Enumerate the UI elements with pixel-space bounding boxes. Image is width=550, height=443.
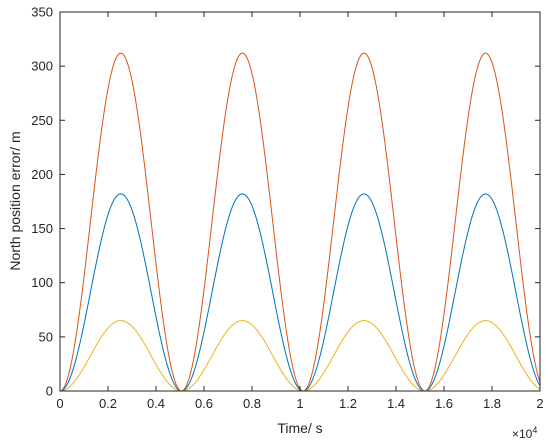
y-tick-label: 300 (31, 59, 53, 74)
x-tick-label: 1.6 (435, 396, 453, 411)
x-exponent-base: ×10 (512, 427, 533, 441)
y-tick-label: 250 (31, 113, 53, 128)
y-tick-label: 50 (39, 329, 53, 344)
x-tick-label: 1.2 (339, 396, 357, 411)
y-tick-label: 0 (46, 384, 53, 399)
x-tick-label: 1 (296, 396, 303, 411)
x-tick-label: 1.8 (483, 396, 501, 411)
y-axis-label: North position error/ m (7, 131, 23, 270)
y-tick-label: 350 (31, 5, 53, 20)
x-tick-label: 0 (56, 396, 63, 411)
y-tick-label: 200 (31, 167, 53, 182)
y-tick-label: 150 (31, 221, 53, 236)
plot-area (60, 12, 540, 391)
x-tick-label: 0.6 (195, 396, 213, 411)
x-exponent-power: 4 (532, 425, 537, 435)
x-tick-label: 0.4 (147, 396, 165, 411)
x-tick-label: 0.8 (243, 396, 261, 411)
tick-layer: 0 0.2 0.4 0.6 0.8 1 1.2 1.4 1.6 1.8 2 0 50 100 150 200 2… (31, 5, 543, 412)
x-tick-label: 1.4 (387, 396, 405, 411)
x-axis-label: Time/ s (277, 420, 322, 436)
y-tick-label: 100 (31, 275, 53, 290)
x-tick-label: 0.2 (99, 396, 117, 411)
x-tick-label: 2 (536, 396, 543, 411)
x-exponent-label: ×104 (512, 425, 537, 441)
